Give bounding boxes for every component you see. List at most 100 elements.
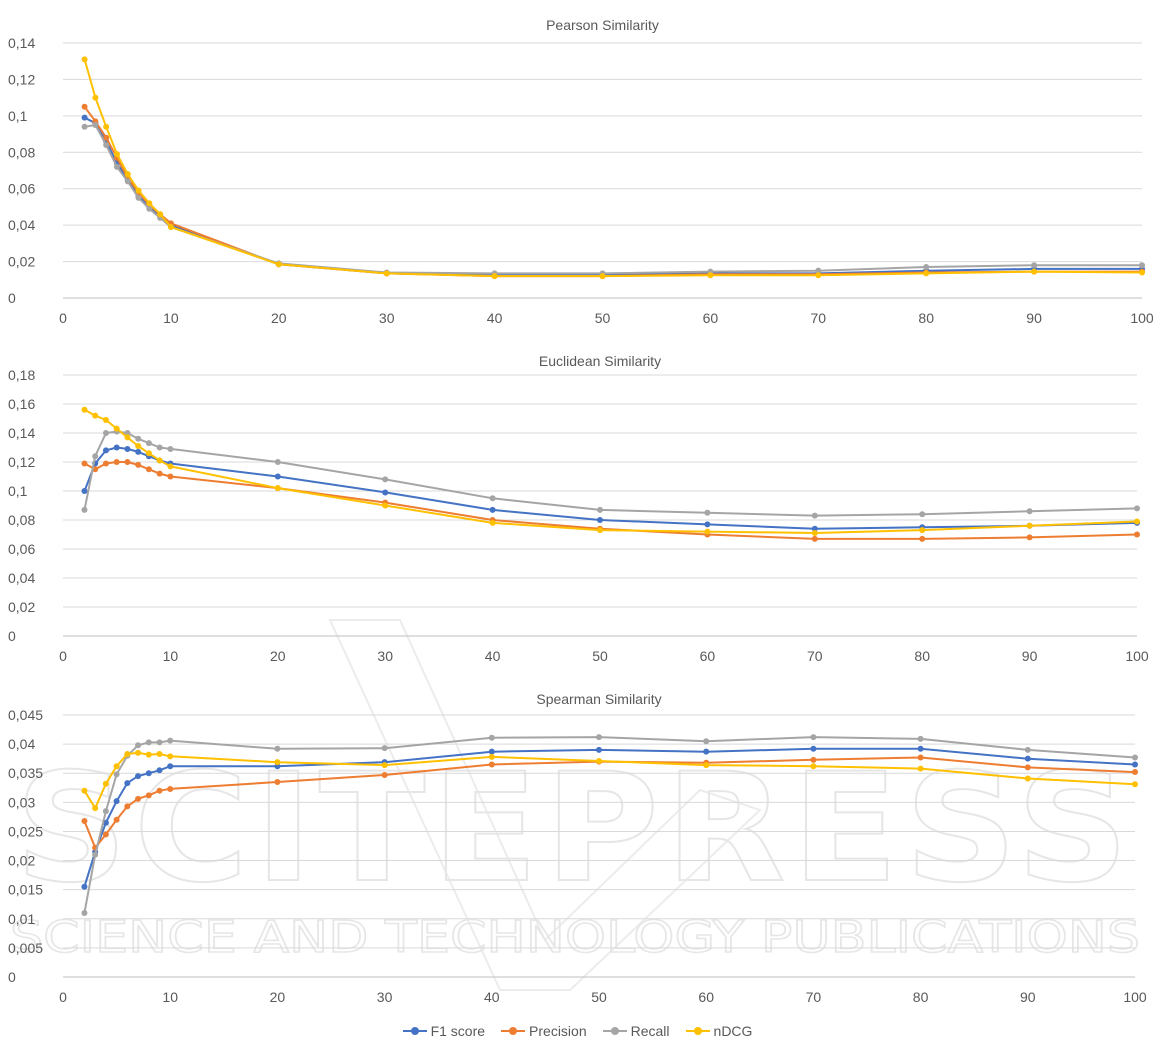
data-point-precision [1132, 769, 1138, 776]
data-point-precision [156, 470, 163, 477]
data-point-precision [488, 761, 495, 768]
legend-label: Recall [630, 1022, 670, 1039]
data-point-recall [146, 205, 153, 212]
data-point-recall [92, 121, 99, 128]
x-tick-label: 90 [1022, 648, 1038, 664]
y-tick-label: 0 [8, 290, 16, 306]
data-point-recall [167, 445, 174, 452]
data-point-f1-score [124, 445, 131, 452]
data-point-ndcg [103, 123, 110, 130]
x-tick-label: 70 [807, 648, 823, 664]
data-point-precision [1024, 764, 1031, 771]
data-point-recall [381, 745, 388, 752]
data-point-ndcg [382, 502, 389, 509]
y-tick-label: 0,005 [8, 940, 43, 956]
data-point-recall [489, 495, 496, 502]
legend-item: nDCG [685, 1023, 752, 1039]
data-point-ndcg [135, 749, 142, 756]
data-point-f1-score [135, 448, 142, 455]
y-tick-label: 0,08 [8, 144, 35, 160]
chart-title: Pearson Similarity [546, 17, 659, 33]
data-point-precision [113, 816, 120, 823]
data-point-ndcg [146, 200, 153, 207]
x-tick-label: 70 [806, 989, 822, 1005]
data-point-recall [156, 739, 163, 746]
data-point-recall [124, 430, 131, 436]
data-point-f1-score [489, 506, 496, 513]
data-point-ndcg [124, 751, 131, 758]
x-tick-label: 30 [377, 989, 393, 1005]
data-point-precision [102, 831, 109, 838]
x-tick-label: 50 [595, 310, 611, 326]
data-point-recall [113, 771, 120, 778]
legend-item: Recall [602, 1022, 670, 1039]
data-point-recall [382, 476, 389, 483]
y-tick-label: 0,025 [8, 823, 43, 839]
data-point-recall [135, 435, 142, 442]
data-point-f1-score [102, 447, 109, 454]
data-point-f1-score [81, 114, 88, 121]
data-point-precision [274, 778, 281, 785]
data-point-recall [103, 142, 110, 148]
data-point-recall [488, 734, 495, 741]
data-point-ndcg [274, 485, 281, 492]
y-tick-label: 0,12 [8, 71, 35, 87]
data-point-recall [145, 739, 152, 746]
y-tick-label: 0,02 [8, 599, 35, 615]
data-point-ndcg [124, 171, 131, 178]
x-tick-label: 30 [379, 310, 395, 326]
data-point-ndcg [81, 56, 88, 63]
data-point-f1-score [145, 770, 152, 777]
data-point-recall [102, 430, 109, 436]
data-point-ndcg [167, 753, 174, 760]
data-point-ndcg [113, 763, 120, 770]
data-point-ndcg [275, 261, 282, 268]
data-point-ndcg [596, 757, 602, 764]
data-point-ndcg [92, 412, 99, 419]
data-point-f1-score [811, 525, 818, 532]
data-point-precision [135, 461, 142, 468]
data-point-recall [923, 264, 930, 271]
y-tick-label: 0,04 [8, 570, 35, 586]
chart-panel-2: Euclidean Similarity 0 0,02 0,04 0,06 0,08 0,1… [8, 353, 1149, 664]
data-point-ndcg [1024, 775, 1031, 782]
data-point-f1-score [596, 746, 602, 753]
data-point-ndcg [381, 762, 388, 769]
data-point-recall [919, 511, 926, 518]
data-point-precision [811, 535, 818, 542]
data-point-precision [145, 466, 152, 473]
y-tick-label: 0 [8, 969, 16, 985]
legend-label: F1 score [430, 1022, 486, 1039]
x-tick-label: 10 [163, 310, 179, 326]
x-tick-label: 90 [1020, 989, 1036, 1005]
data-point-precision [103, 134, 110, 141]
data-point-ndcg [274, 759, 281, 766]
data-point-precision [810, 756, 817, 763]
x-tick-label: 50 [592, 648, 608, 664]
series-line-recall [83, 430, 1138, 517]
data-point-ndcg [917, 765, 924, 772]
data-point-recall [597, 506, 603, 513]
y-tick-label: 0,14 [8, 35, 35, 51]
data-point-f1-score [135, 773, 142, 780]
data-point-ndcg [489, 519, 496, 526]
legend-swatch [685, 1025, 710, 1037]
data-point-f1-score [274, 473, 281, 480]
legend-swatch [402, 1025, 427, 1037]
data-point-ndcg [704, 528, 711, 535]
watermark-sub-text: SCIENCE AND TECHNOLOGY PUBLICATIONS [10, 912, 1140, 963]
data-point-ndcg [919, 527, 926, 534]
data-point-recall [1134, 505, 1140, 512]
data-point-recall [102, 808, 109, 815]
data-point-ndcg [1132, 781, 1138, 788]
data-point-f1-score [113, 444, 120, 451]
x-tick-label: 80 [914, 648, 930, 664]
series-line-recall [83, 736, 1136, 914]
x-tick-label: 40 [487, 310, 503, 326]
data-point-f1-score [124, 780, 131, 787]
data-point-recall [81, 123, 88, 130]
x-tick-label: 0 [59, 648, 67, 664]
data-point-recall [1026, 508, 1033, 515]
data-point-recall [1132, 754, 1138, 761]
